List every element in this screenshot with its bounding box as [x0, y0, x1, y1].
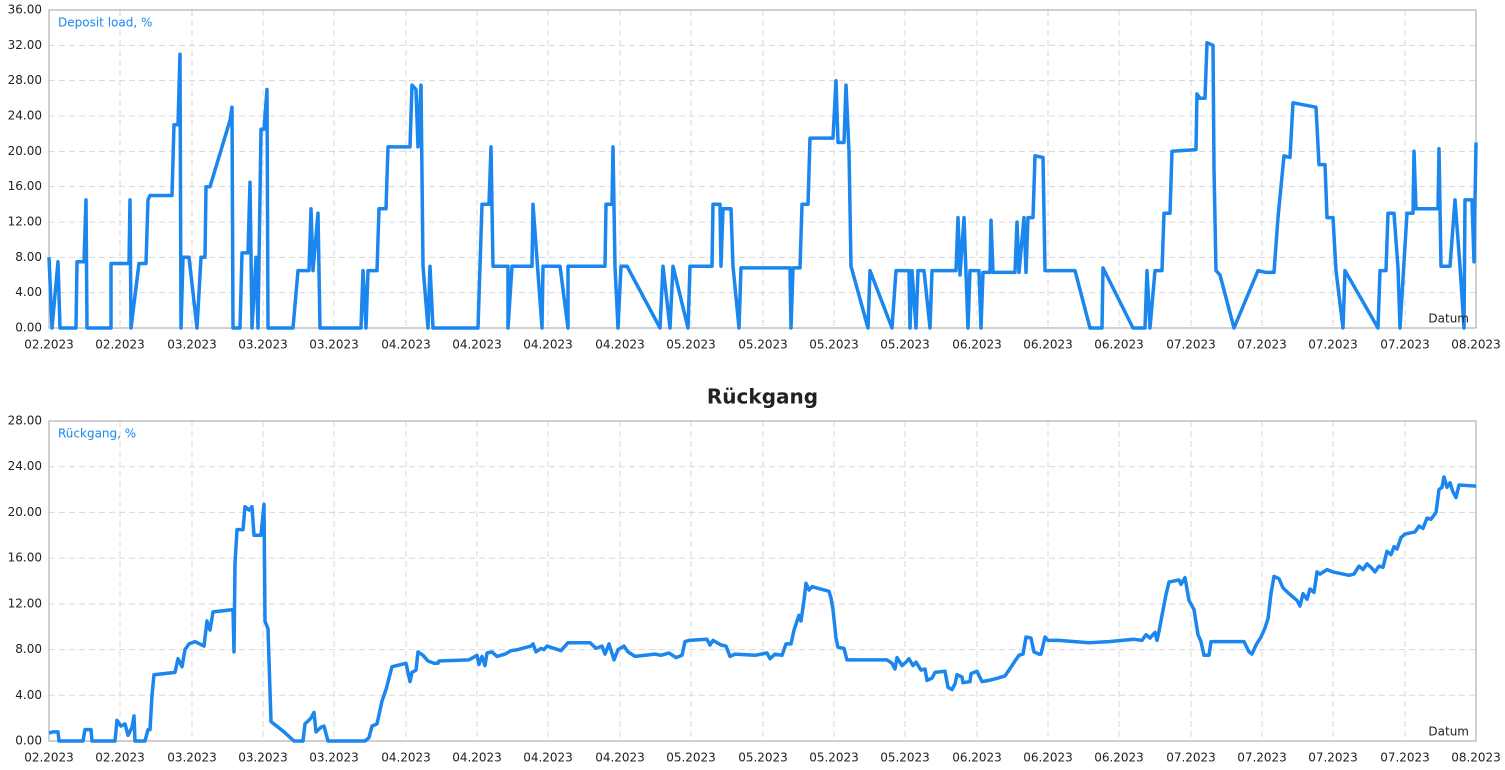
- x-tick-label: 08.2023: [1451, 751, 1501, 765]
- x-tick-label: 03.2023: [167, 751, 217, 765]
- x-tick-label: 03.2023: [238, 751, 288, 765]
- y-tick-label: 12.00: [8, 215, 42, 229]
- y-tick-label: 28.00: [8, 414, 42, 428]
- chart-title: Rückgang: [707, 385, 818, 409]
- x-tick-label: 05.2023: [809, 751, 859, 765]
- x-tick-label: 03.2023: [309, 338, 359, 352]
- x-tick-label: 06.2023: [1023, 338, 1073, 352]
- y-tick-label: 4.00: [15, 285, 42, 299]
- x-tick-label: 02.2023: [24, 751, 74, 765]
- x-tick-label: 07.2023: [1308, 338, 1358, 352]
- x-tick-label: 07.2023: [1380, 338, 1430, 352]
- x-tick-label: 05.2023: [809, 338, 859, 352]
- x-tick-label: 06.2023: [1023, 751, 1073, 765]
- x-tick-label: 07.2023: [1380, 751, 1430, 765]
- y-tick-label: 24.00: [8, 109, 42, 123]
- y-tick-label: 20.00: [8, 505, 42, 519]
- plot-border: [48, 420, 1477, 742]
- x-tick-label: 04.2023: [523, 338, 573, 352]
- x-tick-label: 06.2023: [952, 751, 1002, 765]
- x-tick-label: 05.2023: [738, 751, 788, 765]
- x-tick-label: 04.2023: [381, 751, 431, 765]
- y-tick-label: 32.00: [8, 38, 42, 52]
- x-tick-label: 05.2023: [880, 338, 930, 352]
- x-tick-label: 07.2023: [1237, 338, 1287, 352]
- x-tick-label: 05.2023: [666, 751, 716, 765]
- y-tick-label: 12.00: [8, 596, 42, 610]
- x-tick-label: 04.2023: [595, 338, 645, 352]
- x-tick-label: 07.2023: [1237, 751, 1287, 765]
- x-tick-label: 04.2023: [381, 338, 431, 352]
- x-tick-label: 05.2023: [738, 338, 788, 352]
- x-tick-label: 03.2023: [167, 338, 217, 352]
- x-tick-label: 03.2023: [238, 338, 288, 352]
- x-axis-label: Datum: [1428, 725, 1469, 739]
- x-tick-label: 06.2023: [952, 338, 1002, 352]
- y-tick-label: 24.00: [8, 459, 42, 473]
- x-tick-label: 05.2023: [880, 751, 930, 765]
- x-tick-label: 06.2023: [1094, 338, 1144, 352]
- x-tick-label: 06.2023: [1094, 751, 1144, 765]
- y-tick-label: 8.00: [15, 250, 42, 264]
- x-tick-label: 07.2023: [1166, 751, 1216, 765]
- legend-label: Deposit load, %: [58, 16, 152, 30]
- y-tick-label: 0.00: [15, 321, 42, 335]
- y-tick-label: 8.00: [15, 642, 42, 656]
- x-tick-label: 02.2023: [24, 338, 74, 352]
- y-tick-label: 28.00: [8, 73, 42, 87]
- y-tick-label: 16.00: [8, 179, 42, 193]
- data-line: [48, 475, 1477, 743]
- y-tick-label: 0.00: [15, 734, 42, 748]
- y-tick-label: 36.00: [8, 3, 42, 17]
- x-tick-label: 02.2023: [95, 751, 145, 765]
- legend-label: Rückgang, %: [58, 427, 136, 441]
- x-tick-label: 02.2023: [95, 338, 145, 352]
- y-tick-label: 20.00: [8, 144, 42, 158]
- x-tick-label: 04.2023: [595, 751, 645, 765]
- x-tick-label: 04.2023: [452, 338, 502, 352]
- x-tick-label: 05.2023: [666, 338, 716, 352]
- x-tick-label: 07.2023: [1308, 751, 1358, 765]
- x-axis-label: Datum: [1428, 312, 1469, 326]
- x-tick-label: 08.2023: [1451, 338, 1501, 352]
- x-tick-label: 03.2023: [309, 751, 359, 765]
- x-tick-label: 04.2023: [452, 751, 502, 765]
- x-tick-label: 04.2023: [523, 751, 573, 765]
- y-tick-label: 4.00: [15, 688, 42, 702]
- data-line: [47, 40, 1478, 330]
- x-tick-label: 07.2023: [1166, 338, 1216, 352]
- y-tick-label: 16.00: [8, 551, 42, 565]
